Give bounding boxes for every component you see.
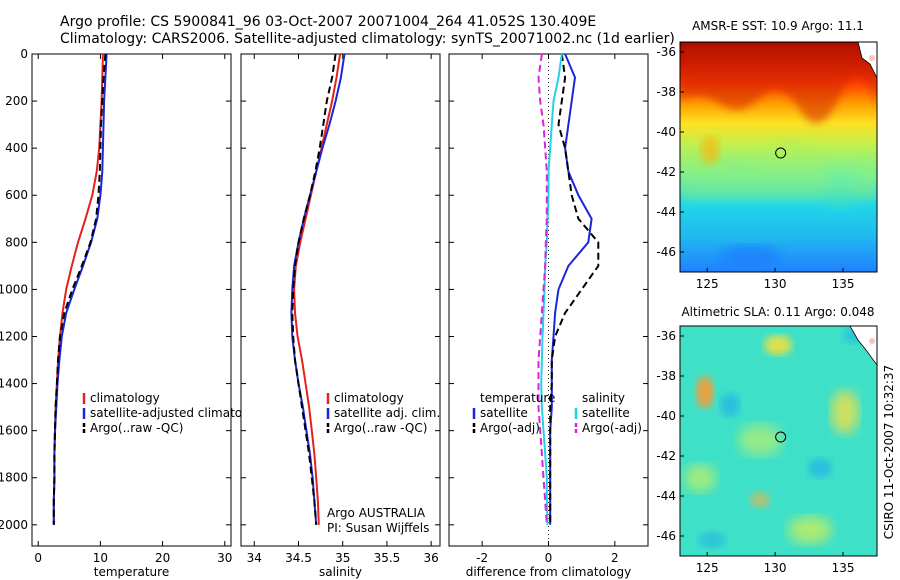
sst-map-ytick-label: -46 (656, 245, 676, 259)
principal-investigator-label: PI: Susan Wijffels (327, 521, 429, 535)
sst-map-ytick-label: -44 (656, 205, 676, 219)
sla-map-ytick-label: -44 (656, 489, 676, 503)
difference-series-salinity-argo-adj- (537, 53, 548, 525)
sst-map-ytick-label: -38 (656, 85, 676, 99)
sst-map-xtick-label: 125 (696, 277, 719, 291)
difference-series-temperature-argo-adj- (549, 53, 600, 525)
depth-tick-label: 400 (5, 141, 28, 155)
depth-tick-label: 2000 (0, 518, 28, 532)
temperature-legend-0-label: climatology (90, 391, 160, 405)
depth-tick-label: 0 (20, 47, 28, 61)
salinity-series-climatology (293, 53, 342, 525)
difference-xtick-label: -2 (476, 551, 488, 565)
sst-map: AMSR-E SST: 10.9 Argo: 11.1 125 130 135 -36… (656, 19, 878, 291)
sla-map-ytick-label: -40 (656, 409, 676, 423)
sst-map-title: AMSR-E SST: 10.9 Argo: 11.1 (692, 19, 864, 33)
temperature-xtick-label: 0 (34, 551, 42, 565)
temperature-axes-box (31, 53, 232, 547)
sla-map-xtick-label: 130 (764, 561, 787, 575)
depth-tick-label: 800 (5, 235, 28, 249)
sst-map-float-position-marker (775, 147, 787, 159)
salinity-xtick-label: 34 (247, 551, 262, 565)
difference-legend-salinity-title: salinity (582, 391, 625, 405)
sla-map-ytick-label: -38 (656, 369, 676, 383)
sst-map-ytick-label: -42 (656, 165, 676, 179)
depth-tick-label: 1200 (0, 329, 28, 343)
difference-xtick-label: 0 (545, 551, 553, 565)
temperature-xlabel: temperature (94, 565, 169, 579)
sla-map-axes: 125 130 135 -36 -38 -40 -42 -44 -46 (656, 329, 854, 575)
salinity-legend-1-label: satellite adj. clim. (334, 406, 440, 420)
salinity-xtick-label: 34.5 (285, 551, 312, 565)
figure-title: Argo profile: CS 5900841_96 03-Oct-2007 … (60, 14, 675, 47)
salinity-xtick-label: 35 (335, 551, 350, 565)
title-line-2: Climatology: CARS2006. Satellite-adjuste… (60, 31, 675, 47)
salinity-xtick-label: 36 (424, 551, 439, 565)
float-owner-label: Argo AUSTRALIA (327, 506, 426, 520)
salinity-panel: 34 34.5 35 35.5 36 salinity climatologysatelli… (240, 53, 441, 579)
sla-map-title: Altimetric SLA: 0.11 Argo: 0.048 (681, 305, 874, 319)
depth-tick-label: 600 (5, 188, 28, 202)
temperature-panel: 0 10 20 30 0 200 400 600 800 1000 1200 1400 1600 1800… (0, 47, 268, 579)
depth-tick-label: 1600 (0, 424, 28, 438)
sla-map-xtick-label: 125 (696, 561, 719, 575)
salinity-legend-2-label: Argo(..raw -QC) (334, 421, 427, 435)
sla-field (680, 326, 877, 556)
sst-map-axes: 125 130 135 -36 -38 -40 -42 -44 -46 (656, 45, 854, 291)
temperature-xtick-label: 20 (155, 551, 170, 565)
sla-map-ytick-label: -36 (656, 329, 676, 343)
difference-legend-temp-argo-label: Argo(-adj) (480, 421, 540, 435)
sla-map-ytick-label: -46 (656, 529, 676, 543)
temperature-legend-2-label: Argo(..raw -QC) (90, 421, 183, 435)
difference-xlabel: difference from climatology (466, 565, 632, 579)
depth-tick-label: 200 (5, 94, 28, 108)
sst-map-ytick-label: -36 (656, 45, 676, 59)
difference-xtick-label: 2 (611, 551, 619, 565)
profile-panels: 0 10 20 30020040060080010001200140016001800… (0, 47, 649, 579)
salinity-legend-0-label: climatology (334, 391, 404, 405)
depth-tick-label: 1000 (0, 282, 28, 296)
depth-tick-label: 1400 (0, 377, 28, 391)
sla-map-float-position-marker (775, 431, 787, 443)
difference-legend-temperature-title: temperature (480, 391, 555, 405)
salinity-xtick-label: 35.5 (374, 551, 401, 565)
sla-map: Altimetric SLA: 0.11 Argo: 0.048 125 130 1… (656, 305, 878, 575)
difference-legend-sal-satellite-label: satellite (582, 406, 630, 420)
credit-label: CSIRO 11-Oct-2007 10:32:37 (882, 365, 896, 539)
salinity-xlabel: salinity (319, 565, 362, 579)
sst-map-ytick-label: -40 (656, 125, 676, 139)
title-line-1: Argo profile: CS 5900841_96 03-Oct-2007 … (60, 14, 596, 30)
sla-map-ytick-label: -42 (656, 449, 676, 463)
sst-map-xtick-label: 130 (764, 277, 787, 291)
difference-axes-box (448, 53, 649, 547)
difference-series-temperature-satellite (549, 53, 593, 525)
salinity-series-argo-raw-qc- (291, 53, 337, 525)
sla-map-xtick-label: 135 (832, 561, 855, 575)
temperature-legend-1-label: satellite-adjusted climatology (90, 406, 268, 420)
difference-legend-sal-argo-label: Argo(-adj) (582, 421, 642, 435)
difference-legend-temp-satellite-label: satellite (480, 406, 528, 420)
temperature-series-argo-raw-qc- (52, 53, 107, 525)
salinity-axes-box (240, 53, 441, 547)
sst-map-xtick-label: 135 (832, 277, 855, 291)
sst-field (680, 42, 877, 272)
temperature-xtick-label: 30 (217, 551, 232, 565)
temperature-xtick-label: 10 (93, 551, 108, 565)
depth-tick-label: 1800 (0, 471, 28, 485)
